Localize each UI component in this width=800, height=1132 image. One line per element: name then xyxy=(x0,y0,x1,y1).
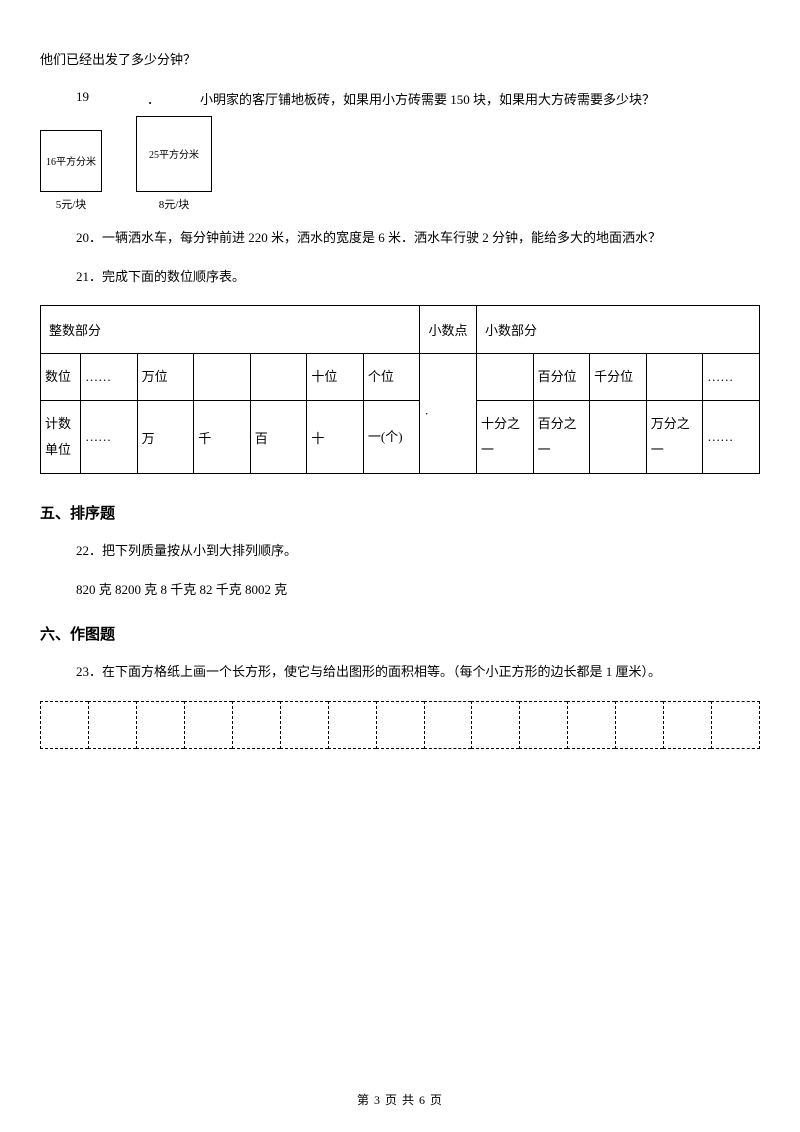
grid-cell xyxy=(711,701,760,749)
cell-wan: 万 xyxy=(137,401,194,474)
tile-small-block: 16平方分米 5元/块 xyxy=(40,130,102,212)
place-value-table: 整数部分 小数点 小数部分 数位 …… 万位 十位 个位 · 百分位 千分位 …… xyxy=(40,305,760,474)
cell-ellipsis: …… xyxy=(703,401,760,474)
cell-qian: 千 xyxy=(194,401,251,474)
section-6-heading: 六、作图题 xyxy=(40,623,760,644)
hdr-decimal: 小数部分 xyxy=(477,306,760,354)
tile-large-price: 8元/块 xyxy=(136,196,212,212)
table-row: 计数单位 …… 万 千 百 十 一(个) 十分之一 百分之一 万分之一 …… xyxy=(41,401,760,474)
prev-question-tail: 他们已经出发了多少分钟？ xyxy=(40,50,760,71)
cell-ellipsis: …… xyxy=(703,354,760,401)
grid-cell xyxy=(328,701,376,749)
cell-shiwei: 十位 xyxy=(307,354,364,401)
grid-cell xyxy=(232,701,280,749)
page: 他们已经出发了多少分钟？ 19 ． 小明家的客厅铺地板砖，如果用小方砖需要 15… xyxy=(0,0,800,1132)
cell-empty xyxy=(477,354,534,401)
grid-cell xyxy=(136,701,184,749)
tile-large-box: 25平方分米 xyxy=(136,116,212,192)
cell-baifenzhiyi: 百分之一 xyxy=(533,401,590,474)
row-label-digit: 数位 xyxy=(41,354,81,401)
cell-dot: · xyxy=(420,354,477,474)
tile-small-box: 16平方分米 xyxy=(40,130,102,192)
cell-yige: 一(个) xyxy=(363,401,420,474)
grid-cell xyxy=(519,701,567,749)
cell-empty xyxy=(194,354,251,401)
q19-number: 19 xyxy=(40,89,97,105)
grid-cell xyxy=(88,701,136,749)
cell-bai: 百 xyxy=(250,401,307,474)
cell-wanfenzhiyi: 万分之一 xyxy=(646,401,703,474)
cell-shifenzhiyi: 十分之一 xyxy=(477,401,534,474)
q19-text: 小明家的客厅铺地板砖，如果用小方砖需要 150 块，如果用大方砖需要多少块？ xyxy=(200,89,760,108)
q23: 23．在下面方格纸上画一个长方形，使它与给出图形的面积相等。（每个小正方形的边长… xyxy=(40,662,760,683)
q22-a: 22．把下列质量按从小到大排列顺序。 xyxy=(40,541,760,562)
q19-row: 19 ． 小明家的客厅铺地板砖，如果用小方砖需要 150 块，如果用大方砖需要多… xyxy=(40,89,760,108)
grid-cell xyxy=(663,701,711,749)
table-row: 数位 …… 万位 十位 个位 · 百分位 千分位 …… xyxy=(41,354,760,401)
cell-ellipsis: …… xyxy=(81,401,138,474)
q20: 20．一辆洒水车，每分钟前进 220 米，洒水的宽度是 6 米．洒水车行驶 2 … xyxy=(40,228,760,249)
hdr-integer: 整数部分 xyxy=(41,306,420,354)
cell-gewei: 个位 xyxy=(363,354,420,401)
grid-cell xyxy=(567,701,615,749)
cell-wanwei: 万位 xyxy=(137,354,194,401)
q19-dot: ． xyxy=(97,89,200,108)
hdr-point: 小数点 xyxy=(420,306,477,354)
table-row: 整数部分 小数点 小数部分 xyxy=(41,306,760,354)
cell-empty xyxy=(646,354,703,401)
q22-b: 820 克 8200 克 8 千克 82 千克 8002 克 xyxy=(40,580,760,601)
cell-empty xyxy=(590,401,647,474)
tile-large-label: 25平方分米 xyxy=(149,146,199,161)
grid-cell xyxy=(40,701,88,749)
row-label-unit: 计数单位 xyxy=(41,401,81,474)
cell-ellipsis: …… xyxy=(81,354,138,401)
tiles-row: 16平方分米 5元/块 25平方分米 8元/块 xyxy=(40,116,760,212)
tile-small-price: 5元/块 xyxy=(40,196,102,212)
cell-qianfenwei: 千分位 xyxy=(590,354,647,401)
grid-cell xyxy=(471,701,519,749)
tile-large-block: 25平方分米 8元/块 xyxy=(136,116,212,212)
grid-cell xyxy=(424,701,472,749)
cell-baifenwei: 百分位 xyxy=(533,354,590,401)
grid-cell xyxy=(615,701,663,749)
grid-cell xyxy=(376,701,424,749)
cell-shi: 十 xyxy=(307,401,364,474)
cell-empty xyxy=(250,354,307,401)
tile-small-label: 16平方分米 xyxy=(46,153,96,168)
grid-cell xyxy=(280,701,328,749)
q21: 21．完成下面的数位顺序表。 xyxy=(40,267,760,288)
section-5-heading: 五、排序题 xyxy=(40,502,760,523)
grid-paper-row xyxy=(40,701,760,749)
page-footer: 第 3 页 共 6 页 xyxy=(0,1091,800,1108)
grid-cell xyxy=(184,701,232,749)
